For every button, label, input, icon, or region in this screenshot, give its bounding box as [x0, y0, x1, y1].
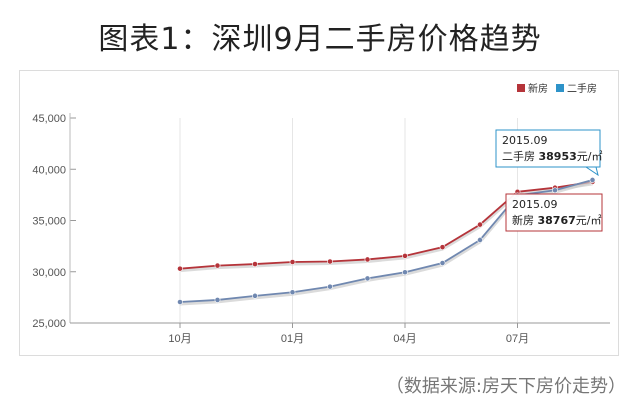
tooltip-box-1 [505, 193, 603, 232]
page-title: 图表1：深圳9月二手房价格趋势 [98, 22, 542, 57]
data-point [214, 297, 221, 303]
source-note: （数据来源:房天下房价走势） [385, 376, 626, 397]
data-point [439, 244, 446, 251]
data-point [477, 221, 483, 228]
tooltip-pointer-0 [584, 166, 599, 177]
y-tick-label: 30,000 [32, 267, 66, 279]
data-point [327, 283, 333, 290]
data-point [214, 262, 221, 269]
data-point [364, 275, 371, 282]
legend-swatch-1 [556, 84, 564, 92]
data-point [402, 252, 408, 259]
legend-label-0: 新房 [528, 82, 548, 95]
x-tick-label: 01月 [281, 333, 304, 345]
series-line-0 [179, 180, 593, 270]
x-tick-label: 04月 [393, 333, 416, 345]
data-point [327, 258, 333, 265]
data-point [252, 261, 258, 267]
legend-swatch-0 [517, 84, 525, 92]
data-point [177, 265, 183, 272]
tooltip-date-0: 2015.09 [502, 134, 548, 147]
y-tick-label: 40,000 [32, 164, 66, 176]
legend-label-1: 二手房 [567, 82, 597, 95]
y-tick-label: 35,000 [32, 216, 66, 228]
data-point [364, 256, 371, 263]
x-tick-label: 10月 [168, 333, 191, 345]
data-point [402, 269, 408, 276]
tooltip-value-1: 新房 38767元/㎡ [512, 213, 602, 227]
series-shadow-0 [179, 182, 593, 273]
data-point [289, 289, 296, 296]
tooltip-date-1: 2015.09 [512, 198, 558, 211]
data-point [477, 237, 483, 243]
tooltip-box-0 [495, 129, 601, 168]
data-point [177, 299, 183, 305]
x-tick-label: 07月 [506, 333, 529, 345]
data-point [252, 292, 258, 299]
data-point [289, 259, 296, 265]
chart-frame: 25,000 30,000 35,000 40,000 45,000 10月 01月 04月 0… [19, 70, 619, 356]
y-tick-label: 45,000 [32, 113, 66, 125]
data-point [552, 187, 558, 194]
data-point [439, 260, 446, 266]
tooltip-value-0: 二手房 38953元/㎡ [502, 149, 603, 163]
data-point [589, 177, 596, 183]
price-trend-chart: 25,000 30,000 35,000 40,000 45,000 10月 01月 04月 0… [32, 82, 610, 345]
y-tick-label: 25,000 [32, 318, 66, 330]
